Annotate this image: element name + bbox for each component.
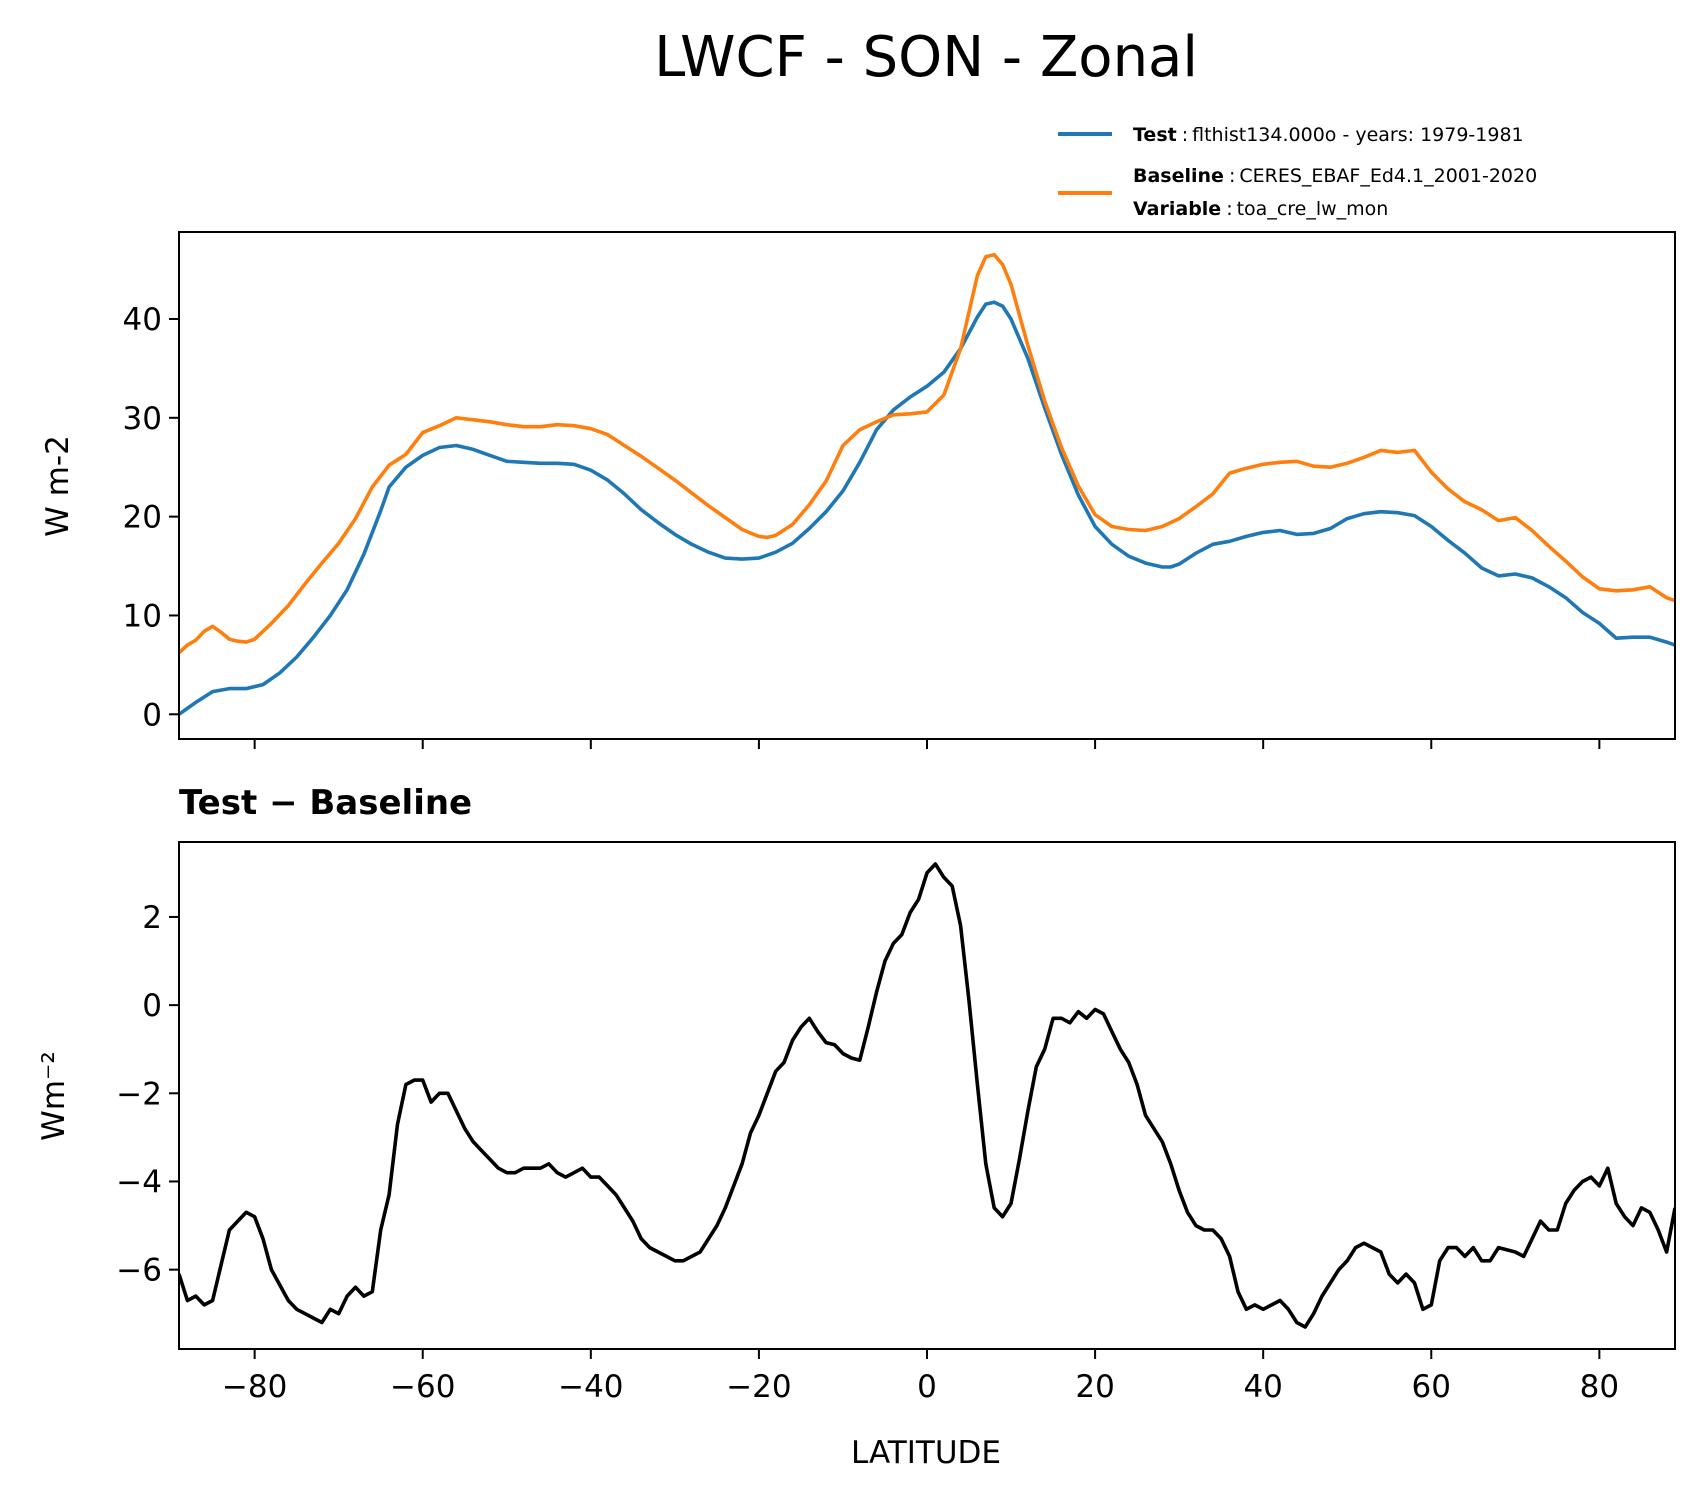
bottom-x-tick-label: 80 xyxy=(1580,1369,1619,1405)
bottom-y-tick-label: −2 xyxy=(116,1076,162,1112)
legend-entry-test: Test: flthist134.000o - years: 1979-1981 xyxy=(1133,124,1524,146)
bottom-x-tick-label: −20 xyxy=(726,1369,791,1405)
top-y-tick-label: 10 xyxy=(123,598,162,634)
legend-sep-test: : xyxy=(1182,124,1188,146)
bottom-x-tick-label: −80 xyxy=(222,1369,287,1405)
legend-sep-variable: : xyxy=(1226,198,1232,220)
legend-sep-baseline: : xyxy=(1229,165,1235,187)
bottom-x-tick-label: 0 xyxy=(917,1369,937,1405)
legend-key-baseline: Baseline xyxy=(1133,165,1224,187)
bottom-x-tick-label: 20 xyxy=(1075,1369,1114,1405)
legend-value-test: flthist134.000o - years: 1979-1981 xyxy=(1192,124,1524,146)
bottom-x-tick-label: −60 xyxy=(390,1369,455,1405)
top-y-tick-label: 40 xyxy=(123,302,162,338)
series-line-baseline xyxy=(179,252,1675,655)
legend-entry-variable: Variable: toa_cre_lw_mon xyxy=(1133,198,1388,220)
top-y-ticks: 0 10 20 30 40 xyxy=(123,302,179,733)
bottom-x-tick-label: 60 xyxy=(1412,1369,1451,1405)
series-line-test xyxy=(179,300,1675,716)
bottom-panel-title: Test − Baseline xyxy=(179,783,472,823)
bottom-series-group xyxy=(179,862,1675,1329)
bottom-y-tick-label: 2 xyxy=(142,900,162,936)
bottom-y-tick-label: −6 xyxy=(116,1253,162,1289)
top-x-ticks xyxy=(253,739,1601,749)
x-axis-label: LATITUDE xyxy=(851,1435,1001,1471)
bottom-x-ticks: −80 −60 −40 −20 0 20 40 60 80 xyxy=(222,1349,1619,1405)
bottom-x-tick-label: 40 xyxy=(1243,1369,1282,1405)
bottom-y-ticks: −6 −4 −2 0 2 xyxy=(116,900,179,1289)
legend-key-variable: Variable xyxy=(1133,198,1221,220)
chart-title: LWCF - SON - Zonal xyxy=(654,25,1198,90)
top-y-axis-label: W m-2 xyxy=(40,435,76,537)
bottom-y-tick-label: −4 xyxy=(116,1164,162,1200)
bottom-y-tick-label: 0 xyxy=(142,988,162,1024)
bottom-panel: Test − Baseline −6−4−202 −80 −60 −40 −20 0 20… xyxy=(36,783,1676,1471)
legend: Test: flthist134.000o - years: 1979-1981 … xyxy=(1058,124,1537,220)
bottom-plot-frame xyxy=(178,841,1676,1350)
legend-value-baseline: CERES_EBAF_Ed4.1_2001-2020 xyxy=(1239,165,1537,187)
top-y-tick-label: 30 xyxy=(123,401,162,437)
legend-key-test: Test xyxy=(1133,124,1177,146)
top-series-group xyxy=(179,252,1675,716)
series-line-test-baseline xyxy=(179,862,1675,1329)
top-y-tick-label: 20 xyxy=(123,500,162,536)
legend-value-variable: toa_cre_lw_mon xyxy=(1237,198,1389,220)
bottom-x-tick-label: −40 xyxy=(558,1369,623,1405)
top-y-tick-label: 0 xyxy=(142,697,162,733)
bottom-y-axis-label: Wm⁻² xyxy=(36,1051,72,1141)
legend-entry-baseline: Baseline: CERES_EBAF_Ed4.1_2001-2020 xyxy=(1133,165,1537,187)
top-panel: 0 10 20 30 40 W m-2 xyxy=(40,231,1676,749)
top-plot-frame xyxy=(178,231,1676,740)
